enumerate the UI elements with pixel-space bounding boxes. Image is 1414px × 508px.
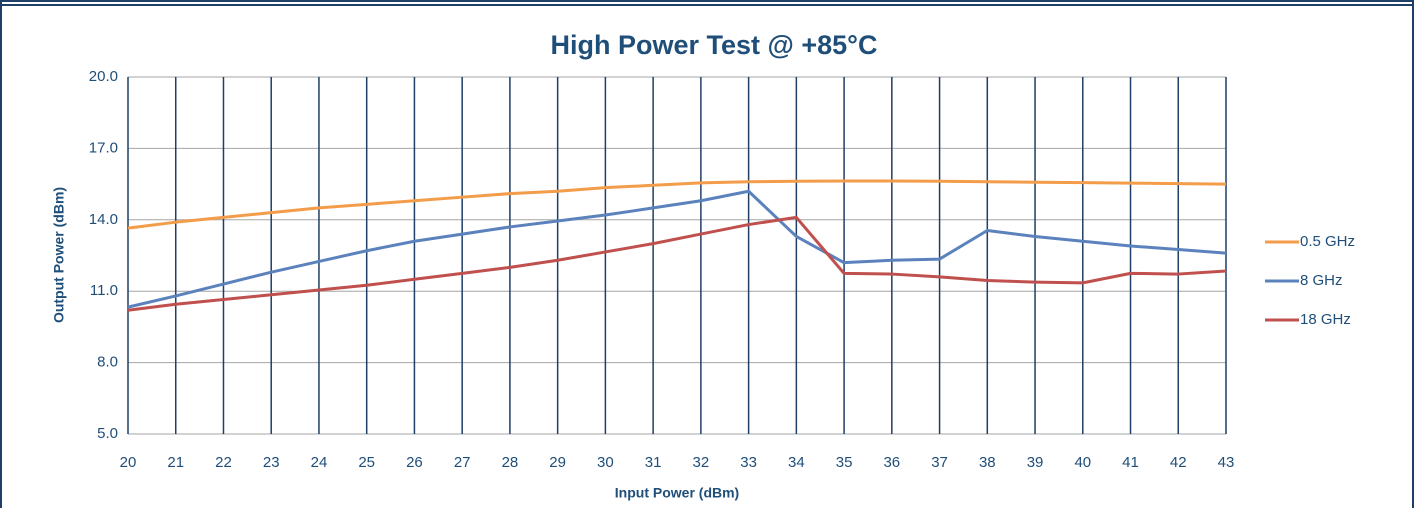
x-tick-label: 34 (788, 454, 805, 471)
x-tick-label: 20 (120, 454, 137, 471)
y-tick-label: 11.0 (90, 282, 118, 299)
y-axis-title: Output Power (dBm) (51, 187, 67, 323)
x-tick-label: 23 (263, 454, 280, 471)
x-tick-label: 38 (979, 454, 996, 471)
series-line (127, 189, 1227, 309)
y-tick-label: 14.0 (89, 211, 118, 228)
x-tick-label: 37 (931, 454, 948, 471)
series-line (127, 179, 1227, 230)
x-tick-label: 40 (1074, 454, 1091, 471)
x-tick-label: 29 (549, 454, 566, 471)
legend-label: 0.5 GHz (1300, 233, 1355, 250)
legend-label: 8 GHz (1300, 272, 1343, 289)
x-tick-label: 39 (1027, 454, 1044, 471)
x-tick-label: 27 (454, 454, 471, 471)
x-tick-label: 31 (645, 454, 662, 471)
x-tick-label: 26 (406, 454, 423, 471)
x-tick-label: 24 (311, 454, 328, 471)
series-line (127, 215, 1227, 312)
y-tick-label: 20.0 (89, 68, 118, 85)
chart-title: High Power Test @ +85°C (551, 30, 878, 60)
x-tick-label: 21 (167, 454, 184, 471)
x-tick-label: 43 (1218, 454, 1235, 471)
x-tick-label: 32 (693, 454, 710, 471)
x-tick-label: 35 (836, 454, 853, 471)
x-tick-label: 28 (502, 454, 519, 471)
x-axis-title: Input Power (dBm) (615, 485, 739, 501)
x-tick-label: 22 (215, 454, 232, 471)
x-tick-label: 41 (1122, 454, 1139, 471)
x-tick-label: 42 (1170, 454, 1187, 471)
legend-label: 18 GHz (1300, 311, 1351, 328)
x-tick-label: 33 (740, 454, 757, 471)
y-tick-label: 8.0 (97, 354, 118, 371)
y-tick-label: 5.0 (97, 425, 118, 442)
x-tick-label: 36 (883, 454, 900, 471)
y-tick-label: 17.0 (89, 139, 118, 156)
x-tick-label: 30 (597, 454, 614, 471)
x-tick-label: 25 (358, 454, 375, 471)
